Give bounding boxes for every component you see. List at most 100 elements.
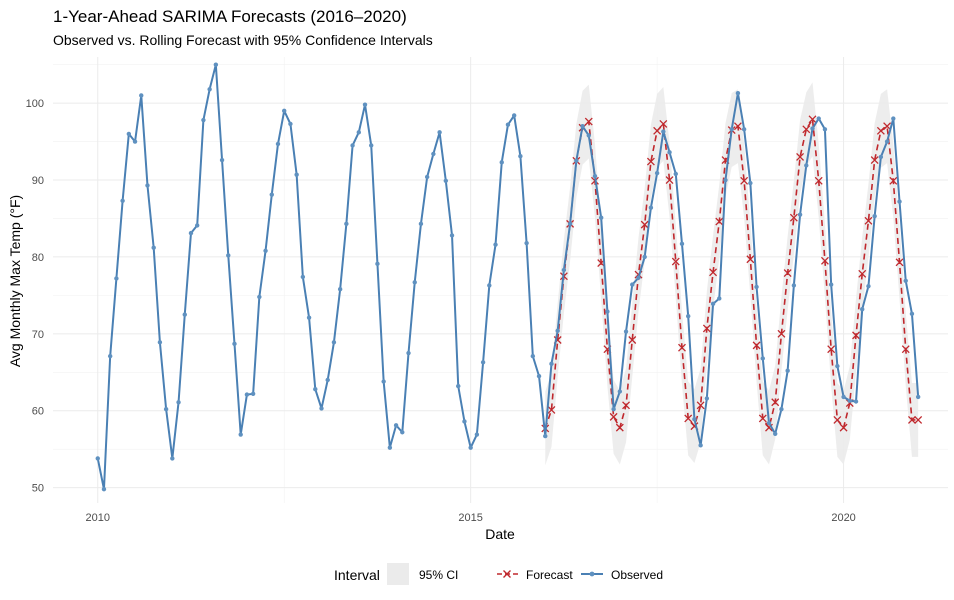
y-tick-label: 100 bbox=[26, 98, 44, 110]
observed-point bbox=[406, 350, 411, 356]
observed-point bbox=[692, 416, 697, 422]
observed-point bbox=[157, 340, 163, 345]
observed-layer bbox=[95, 62, 921, 492]
observed-point bbox=[344, 221, 349, 227]
forecast-point bbox=[858, 269, 867, 278]
forecast-point bbox=[876, 126, 885, 135]
observed-point bbox=[543, 433, 548, 439]
observed-point bbox=[897, 199, 902, 204]
observed-point bbox=[667, 150, 672, 155]
observed-point bbox=[474, 432, 480, 437]
observed-point bbox=[636, 275, 641, 280]
forecast-point bbox=[839, 423, 848, 432]
observed-point bbox=[126, 131, 132, 137]
forecast-point bbox=[901, 345, 910, 354]
observed-point bbox=[170, 456, 175, 461]
observed-point bbox=[375, 261, 380, 267]
forecast-point bbox=[789, 213, 798, 222]
observed-point bbox=[536, 373, 542, 379]
observed-point bbox=[114, 276, 119, 281]
observed-point bbox=[232, 341, 237, 347]
observed-point bbox=[356, 130, 361, 135]
forecast-point bbox=[889, 176, 898, 185]
observed-point bbox=[294, 172, 299, 177]
observed-point bbox=[120, 198, 125, 203]
observed-point bbox=[306, 315, 312, 320]
observed-point bbox=[387, 445, 393, 450]
observed-point bbox=[400, 430, 405, 435]
observed-point bbox=[891, 116, 896, 121]
observed-point bbox=[760, 356, 765, 361]
y-tick-label: 70 bbox=[32, 329, 44, 341]
observed-point bbox=[884, 139, 890, 144]
chart-subtitle: Observed vs. Rolling Forecast with 95% C… bbox=[53, 32, 433, 48]
observed-point bbox=[182, 312, 187, 317]
forecast-point bbox=[665, 176, 674, 184]
observed-point bbox=[592, 173, 598, 179]
observed-point bbox=[145, 183, 150, 188]
observed-point bbox=[841, 394, 846, 400]
observed-point bbox=[201, 117, 206, 123]
observed-point bbox=[95, 456, 100, 461]
observed-point bbox=[319, 406, 324, 411]
observed-point bbox=[282, 108, 287, 114]
observed-point bbox=[505, 122, 511, 127]
observed-point bbox=[915, 394, 921, 400]
forecast-point bbox=[802, 125, 811, 134]
y-axis-title: Avg Monthly Max Temp (°F) bbox=[7, 195, 23, 367]
observed-point bbox=[101, 486, 107, 492]
forecast-point bbox=[796, 153, 805, 161]
observed-point bbox=[785, 368, 790, 373]
observed-point bbox=[605, 309, 610, 314]
observed-point bbox=[574, 158, 579, 164]
legend-observed-key bbox=[581, 571, 603, 577]
observed-point bbox=[437, 130, 442, 135]
ci-band bbox=[545, 82, 919, 466]
forecast-point bbox=[653, 126, 662, 135]
observed-point bbox=[443, 178, 449, 184]
forecast-point bbox=[864, 216, 873, 225]
forecast-point bbox=[783, 269, 792, 278]
observed-point bbox=[648, 205, 654, 210]
observed-point bbox=[598, 215, 604, 220]
forecast-point bbox=[547, 405, 556, 414]
observed-point bbox=[487, 283, 492, 288]
observed-point bbox=[654, 170, 660, 176]
forecast-point bbox=[852, 331, 860, 340]
legend-label-observed: Observed bbox=[611, 568, 663, 582]
observed-point bbox=[393, 423, 399, 428]
observed-point bbox=[213, 62, 219, 67]
x-tick-label: 2015 bbox=[458, 512, 482, 524]
observed-point bbox=[269, 192, 274, 197]
observed-point bbox=[163, 406, 169, 412]
forecast-point bbox=[777, 329, 786, 338]
observed-point bbox=[207, 87, 212, 92]
chart-title: 1-Year-Ahead SARIMA Forecasts (2016–2020… bbox=[53, 7, 407, 26]
forecast-point bbox=[746, 255, 755, 264]
observed-point bbox=[325, 377, 330, 383]
y-tick-label: 60 bbox=[32, 406, 44, 418]
observed-point bbox=[816, 116, 821, 121]
observed-point bbox=[449, 233, 455, 238]
observed-point bbox=[219, 157, 225, 163]
forecast-point bbox=[702, 324, 711, 333]
observed-point bbox=[549, 361, 554, 367]
forecast-point bbox=[684, 414, 693, 423]
observed-point bbox=[766, 420, 772, 426]
observed-point bbox=[257, 294, 262, 300]
forecast-point bbox=[827, 345, 836, 354]
observed-point bbox=[350, 143, 355, 148]
observed-point bbox=[369, 143, 374, 148]
observed-point bbox=[617, 389, 623, 394]
observed-point bbox=[779, 406, 784, 412]
y-tick-label: 80 bbox=[32, 252, 44, 264]
observed-point bbox=[860, 307, 865, 312]
observed-point bbox=[717, 296, 722, 301]
observed-point bbox=[630, 282, 635, 287]
forecast-point bbox=[733, 122, 742, 131]
observed-point bbox=[748, 180, 753, 186]
observed-point bbox=[642, 254, 647, 260]
observed-point bbox=[524, 240, 529, 246]
observed-point bbox=[107, 353, 113, 359]
